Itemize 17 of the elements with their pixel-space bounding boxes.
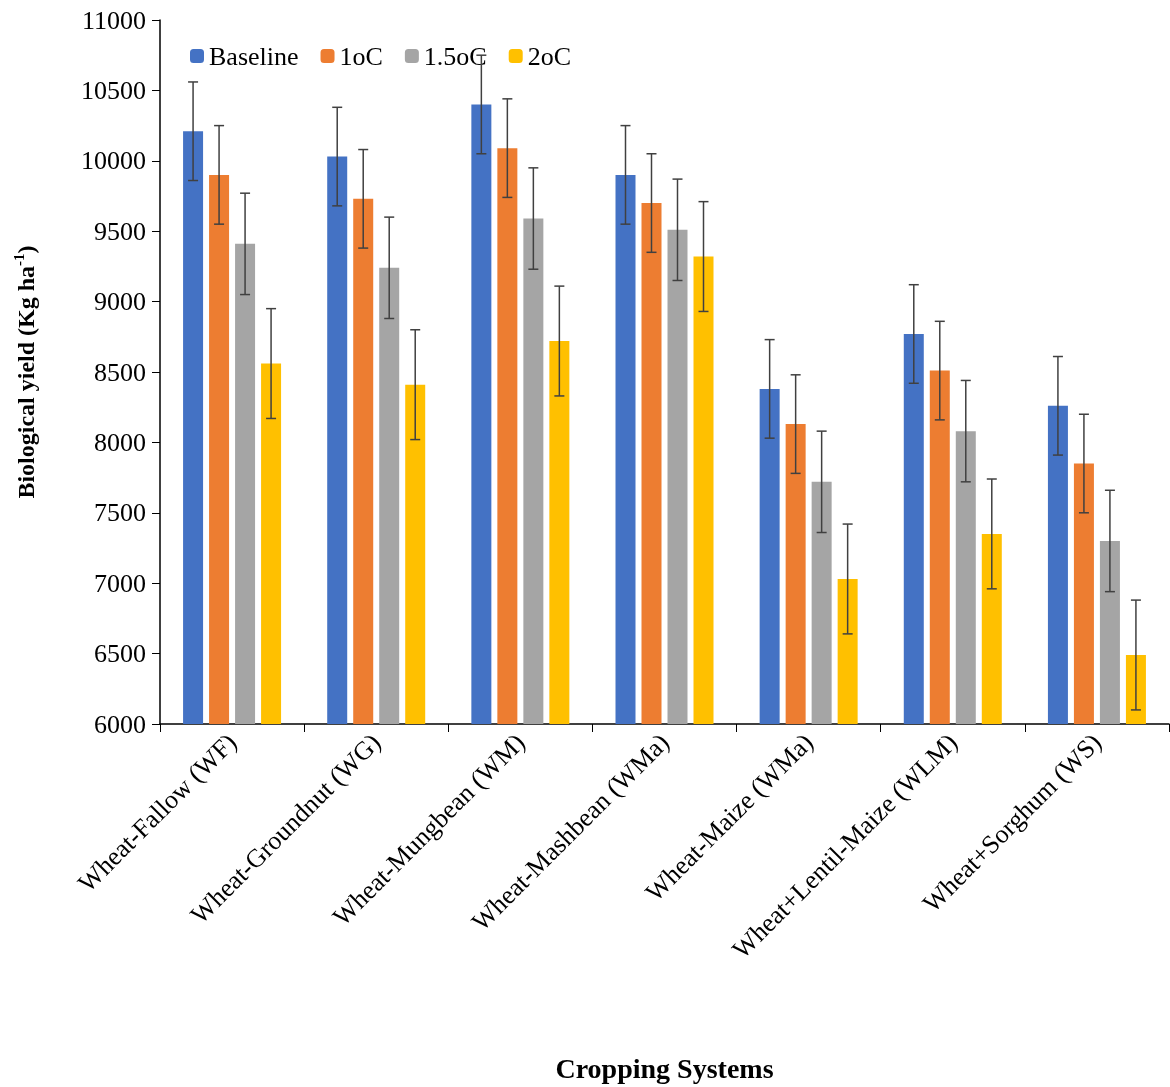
y-tick-label: 7500 bbox=[94, 498, 146, 528]
y-tick-label: 9500 bbox=[94, 216, 146, 246]
y-axis-title: Biological yield (Kg ha-1) bbox=[10, 245, 39, 499]
y-tick-label: 6000 bbox=[94, 709, 146, 739]
y-tick-label: 10500 bbox=[81, 75, 146, 105]
y-tick-label: 11000 bbox=[81, 5, 146, 35]
legend-label: 2oC bbox=[527, 41, 572, 71]
legend-label: Baseline bbox=[209, 41, 299, 71]
y-tick-label: 9000 bbox=[94, 287, 146, 317]
y-tick-label: 8500 bbox=[94, 357, 146, 387]
legend-label: 1.5oC bbox=[423, 41, 487, 71]
y-tick-label: 10000 bbox=[81, 146, 146, 176]
y-tick-label: 7000 bbox=[94, 568, 146, 598]
legend-label: 1oC bbox=[339, 41, 383, 71]
y-tick-label: 6500 bbox=[94, 639, 146, 669]
y-tick-label: 8000 bbox=[94, 427, 146, 457]
x-axis-title: Cropping Systems bbox=[555, 1052, 774, 1084]
